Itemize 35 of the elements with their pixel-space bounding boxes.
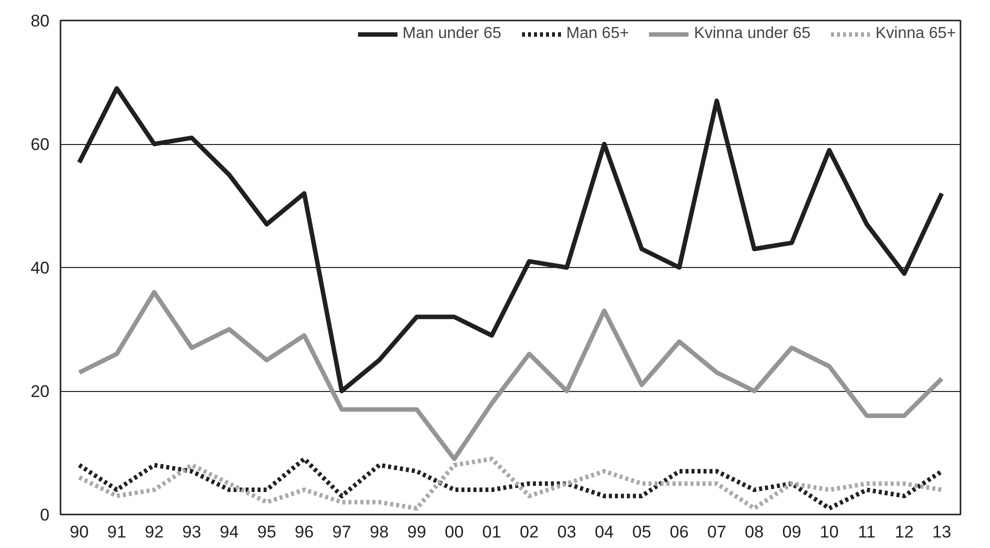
- x-tick-label: 98: [370, 522, 389, 542]
- x-tick-label: 02: [520, 522, 539, 542]
- x-tick-label: 96: [294, 522, 314, 542]
- x-tick-label: 91: [107, 522, 126, 542]
- line-series: [77, 456, 944, 511]
- x-tick-label: 13: [932, 522, 952, 542]
- legend-label: Kvinna under 65: [694, 25, 810, 43]
- y-tick-label: 40: [30, 258, 50, 278]
- x-tick-label: 05: [632, 522, 652, 542]
- x-tick-label: 92: [144, 522, 164, 542]
- x-tick-label: 04: [594, 522, 614, 542]
- x-tick-label: 09: [782, 522, 802, 542]
- x-tick-label: 03: [557, 522, 576, 542]
- x-tick-label: 12: [894, 522, 914, 542]
- y-tick-label: 20: [30, 382, 50, 401]
- x-tick-label: 95: [257, 522, 276, 542]
- x-tick-label: 99: [407, 522, 426, 542]
- x-tick-label: 94: [220, 522, 239, 542]
- y-tick-label: 60: [30, 135, 50, 154]
- legend-label: Man under 65: [402, 25, 502, 43]
- y-tick-label: 80: [30, 12, 50, 30]
- x-tick-label: 00: [444, 522, 464, 542]
- x-tick-label: 07: [707, 522, 726, 542]
- x-tick-label: 97: [332, 522, 352, 542]
- x-tick-label: 90: [70, 522, 89, 542]
- x-tick-label: 08: [744, 522, 764, 542]
- line-series: [77, 290, 944, 462]
- x-tick-label: 93: [182, 522, 202, 542]
- y-tick-label: 0: [40, 506, 50, 524]
- legend-label: Kvinna 65+: [875, 25, 956, 43]
- x-tick-label: 06: [670, 522, 689, 542]
- x-tick-label: 11: [858, 522, 876, 542]
- x-tick-label: 10: [820, 522, 839, 542]
- x-tick-label: 01: [482, 522, 502, 542]
- legend-label: Man 65+: [566, 25, 629, 43]
